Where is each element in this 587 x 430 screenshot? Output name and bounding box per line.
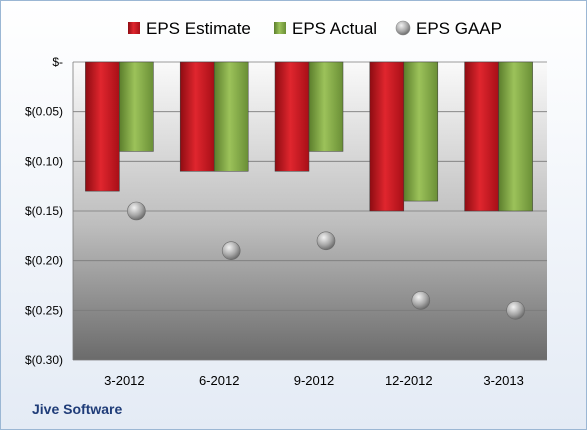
bar-actual bbox=[498, 61, 533, 212]
y-tick-label: $(0.05) bbox=[25, 105, 63, 119]
x-tick-label: 12-2012 bbox=[385, 373, 433, 388]
gaap-point bbox=[506, 301, 525, 320]
y-tick-label: $(0.25) bbox=[25, 303, 63, 317]
legend-label-gaap: EPS GAAP bbox=[416, 19, 502, 38]
gaap-point bbox=[127, 201, 146, 221]
y-tick-label: $(0.10) bbox=[25, 154, 63, 168]
y-tick-label: $(0.30) bbox=[25, 353, 63, 367]
legend-item-estimate: EPS Estimate bbox=[128, 19, 251, 38]
bar-estimate bbox=[464, 61, 499, 212]
y-tick-label: $- bbox=[52, 55, 63, 69]
legend-swatch-estimate bbox=[128, 22, 140, 34]
gaap-point bbox=[411, 291, 431, 310]
x-tick-label: 9-2012 bbox=[294, 373, 334, 388]
bar-actual bbox=[403, 61, 439, 202]
bar-actual bbox=[308, 61, 344, 152]
bars bbox=[85, 61, 533, 212]
legend-swatch-actual bbox=[274, 22, 286, 34]
x-axis: 3-2012 6-2012 9-2012 12-2012 3-2013 bbox=[104, 373, 524, 388]
legend-label-estimate: EPS Estimate bbox=[146, 19, 251, 38]
bar-actual bbox=[213, 61, 249, 172]
bar-estimate bbox=[369, 61, 405, 212]
bar-estimate bbox=[274, 61, 310, 172]
legend-swatch-gaap bbox=[395, 20, 411, 36]
bar-estimate bbox=[85, 61, 120, 192]
legend-item-gaap: EPS GAAP bbox=[395, 19, 502, 38]
legend-item-actual: EPS Actual bbox=[274, 19, 377, 38]
bar-estimate bbox=[179, 61, 215, 172]
y-tick-label: $(0.20) bbox=[25, 254, 63, 268]
gaap-points bbox=[127, 201, 525, 320]
company-name: Jive Software bbox=[32, 401, 123, 417]
bar-actual bbox=[119, 61, 154, 152]
legend-label-actual: EPS Actual bbox=[292, 19, 377, 38]
y-tick-label: $(0.15) bbox=[25, 204, 63, 218]
x-tick-label: 3-2012 bbox=[104, 373, 144, 388]
x-tick-label: 3-2013 bbox=[483, 373, 523, 388]
gaap-point bbox=[316, 231, 336, 251]
gaap-point bbox=[221, 241, 241, 261]
x-tick-label: 6-2012 bbox=[199, 373, 239, 388]
legend: EPS Estimate EPS Actual EPS GAAP bbox=[128, 19, 502, 38]
y-axis: $- $(0.05) $(0.10) $(0.15) $(0.20) $(0.25) $(0… bbox=[25, 55, 74, 367]
